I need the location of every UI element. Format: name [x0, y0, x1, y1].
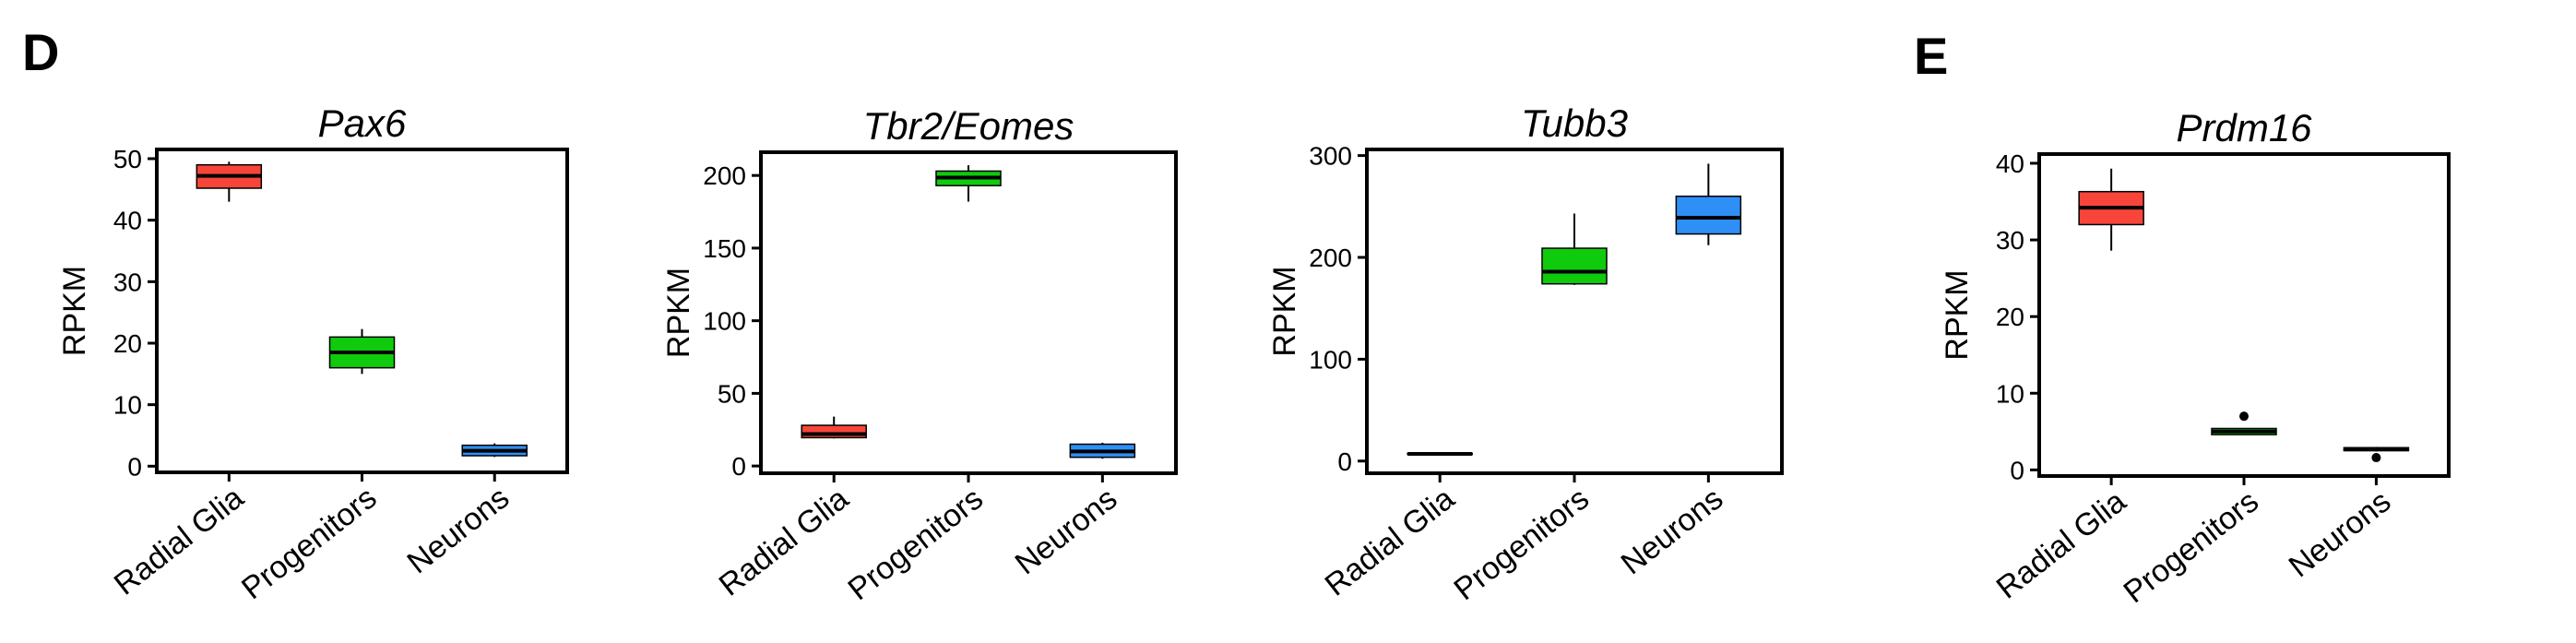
y-tick-label: 40 [113, 207, 142, 235]
y-tick-label: 200 [703, 161, 746, 190]
x-category-label: Progenitors [235, 480, 383, 606]
x-category-label: Radial Glia [713, 481, 856, 602]
chart-title: Tbr2/Eomes [863, 104, 1074, 148]
chart-title: Prdm16 [2176, 106, 2312, 149]
plot-frame [759, 150, 1178, 475]
y-tick-label: 10 [113, 391, 142, 420]
outlier-point [2239, 411, 2249, 422]
y-tick-label: 0 [731, 452, 746, 481]
chart-1: Pax6 RPKM 0 10 20 30 40 50 Radial GliaProgenitor… [57, 101, 569, 606]
x-category-label: Neurons [400, 480, 516, 580]
y-tick-label: 10 [1996, 379, 2024, 408]
x-category-label: Progenitors [1448, 481, 1596, 607]
y-tick-label: 200 [1309, 244, 1352, 272]
x-category-label: Neurons [1009, 481, 1124, 581]
y-axis-label: RPKM [1267, 266, 1302, 356]
y-tick-label: 100 [703, 307, 746, 336]
y-tick-label: 50 [718, 379, 746, 408]
plot-frame [1365, 148, 1784, 475]
y-tick-label: 100 [1309, 345, 1352, 374]
x-category-label: Progenitors [2118, 483, 2265, 610]
box-2 [1541, 247, 1608, 285]
chart-title: Tubb3 [1521, 101, 1628, 145]
x-category-label: Neurons [2283, 483, 2398, 584]
y-tick-label: 0 [1337, 447, 1352, 476]
x-category-label: Radial Glia [108, 480, 251, 601]
outlier-point [2371, 453, 2381, 463]
plot-frame [2037, 152, 2451, 478]
x-category-label: Radial Glia [1990, 483, 2133, 605]
y-tick-label: 0 [2010, 456, 2024, 484]
y-tick-label: 300 [1309, 142, 1352, 171]
y-tick-label: 50 [113, 145, 142, 173]
chart-title: Pax6 [318, 101, 407, 145]
panel-label-e: E [1914, 27, 1948, 85]
y-tick-label: 40 [1996, 149, 2024, 178]
y-tick-label: 30 [113, 268, 142, 296]
y-tick-label: 150 [703, 234, 746, 263]
y-axis-label: RPKM [1940, 269, 1975, 360]
y-tick-label: 20 [1996, 303, 2024, 331]
plot-frame [155, 148, 569, 474]
y-tick-label: 0 [127, 452, 142, 481]
box-3 [1675, 196, 1742, 235]
y-tick-label: 30 [1996, 226, 2024, 255]
chart-2: Tbr2/Eomes RPKM 0 50 100 150 200 Radial GliaPro… [661, 104, 1178, 607]
y-tick-label: 20 [113, 329, 142, 358]
panel-label-d: D [22, 23, 59, 81]
chart-4: Prdm16 RPKM 0 10 20 30 40 Radial GliaProgenitor… [1940, 106, 2451, 610]
y-axis-label: RPKM [661, 268, 696, 358]
y-axis-label: RPKM [57, 266, 92, 356]
x-category-label: Neurons [1615, 481, 1730, 581]
x-category-label: Radial Glia [1319, 481, 1462, 602]
chart-3: Tubb3 RPKM 0 100 200 300 Radial GliaProgenitor… [1267, 101, 1784, 607]
x-category-label: Progenitors [842, 481, 990, 607]
